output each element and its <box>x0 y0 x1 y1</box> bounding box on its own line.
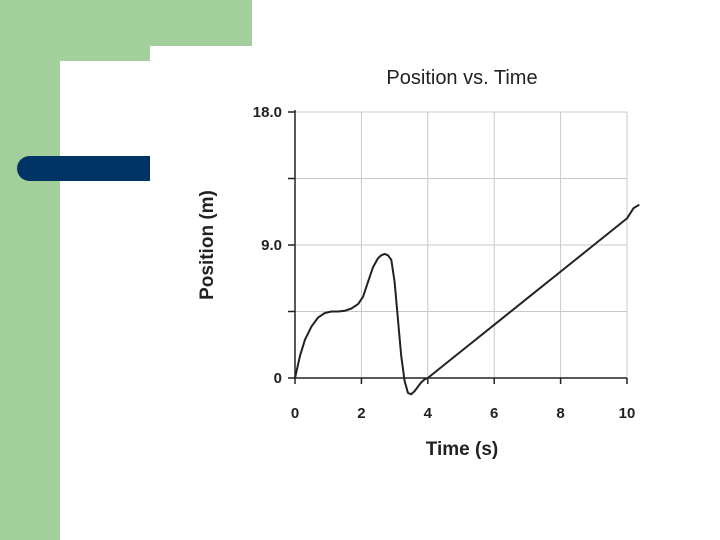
x-tick-label: 10 <box>619 405 636 422</box>
content-card <box>60 61 720 540</box>
x-axis-title: Time (s) <box>426 439 499 460</box>
chart-grid <box>295 111 628 378</box>
x-tick-label: 8 <box>556 405 564 422</box>
chart-title: Position vs. Time <box>386 67 537 89</box>
x-tick-label: 6 <box>490 405 498 422</box>
y-axis-title: Position (m) <box>197 190 218 300</box>
x-tick-label: 4 <box>424 405 433 422</box>
series-line <box>294 204 640 396</box>
y-tick-label: 0 <box>274 370 282 387</box>
green-side-panel <box>0 0 60 540</box>
x-tick-label: 2 <box>357 405 365 422</box>
y-tick-label: 18.0 <box>253 104 282 121</box>
blue-accent-bar <box>17 156 150 181</box>
y-tick-label: 9.0 <box>261 237 282 254</box>
x-tick-label: 0 <box>291 405 299 422</box>
green-top-band <box>0 0 252 46</box>
green-notch <box>60 46 150 61</box>
chart-axes <box>294 110 627 379</box>
chart-ticks: 0 2 4 6 8 10 0 9.0 18.0 <box>253 104 636 422</box>
